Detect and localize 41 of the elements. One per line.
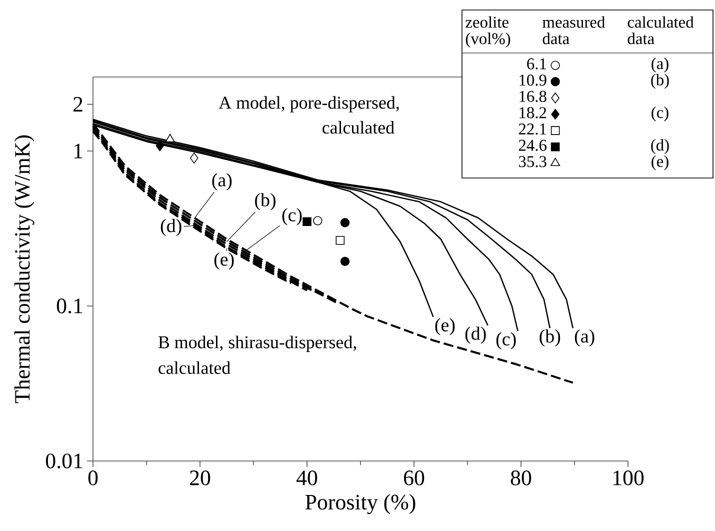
text: (c) bbox=[652, 106, 668, 122]
x-tick-label: 100 bbox=[613, 470, 644, 486]
x-tick-label: 20 bbox=[190, 470, 210, 486]
legend-label: 24.6 bbox=[518, 140, 546, 151]
x-axis-title: Porosity (%) bbox=[305, 494, 416, 514]
annotation: (e) bbox=[214, 252, 234, 270]
text: (e) bbox=[652, 155, 668, 170]
annotation: (d) bbox=[160, 218, 182, 236]
y-tick-label: 0.1 bbox=[56, 298, 82, 314]
text: (a) bbox=[652, 58, 668, 72]
legend-label: 18.2 bbox=[520, 107, 546, 118]
x-tick-label: 60 bbox=[404, 470, 424, 486]
y-axis-title: Thermal conductivity (W/mK) bbox=[14, 135, 34, 404]
annotation: A model, pore-dispersed, bbox=[218, 96, 399, 112]
legend-label: 22.1 bbox=[518, 124, 546, 135]
x-tick-label: 0 bbox=[88, 470, 98, 486]
series-label: (a) bbox=[574, 329, 594, 346]
annotation: (a) bbox=[212, 173, 232, 190]
y-tick-label: 1 bbox=[74, 144, 82, 158]
series-label: (e) bbox=[435, 318, 455, 336]
y-tick-label: 2 bbox=[73, 97, 82, 112]
x-tick-label: 80 bbox=[510, 470, 532, 486]
x-tick-label: 40 bbox=[296, 470, 318, 486]
annotation: (c) bbox=[282, 208, 302, 226]
series-label: (d) bbox=[465, 326, 486, 344]
annotation: B model, shirasu-dispersed, bbox=[158, 336, 356, 352]
legend-label: 6.1 bbox=[527, 58, 546, 70]
annotation: (b) bbox=[255, 193, 276, 210]
text: (b) bbox=[651, 74, 669, 89]
legend-title: zeolite (vol%) bbox=[466, 16, 510, 48]
annotation: calculated bbox=[158, 361, 230, 374]
series-label: (c) bbox=[496, 332, 516, 350]
y-tick-label: 0.01 bbox=[46, 454, 82, 468]
legend-label: 35.3 bbox=[518, 156, 546, 168]
text: measured data bbox=[542, 16, 605, 44]
legend-label: 10.9 bbox=[520, 74, 546, 86]
legend-label: 16.8 bbox=[520, 90, 546, 102]
annotation: calculated bbox=[322, 121, 394, 134]
text: (d) bbox=[651, 139, 669, 154]
series-label: (b) bbox=[540, 329, 560, 346]
text: calculated data bbox=[628, 16, 694, 44]
